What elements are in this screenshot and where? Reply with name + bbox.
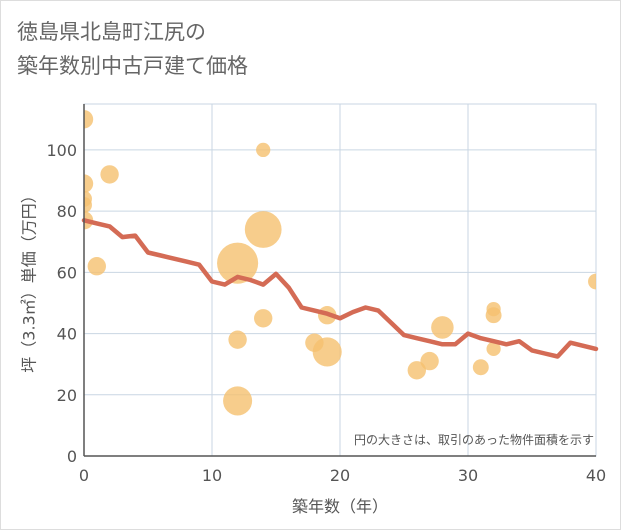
bubble-point-10	[256, 142, 271, 158]
x-tick-label-40: 40	[586, 466, 606, 485]
bubble-point-3	[84, 197, 92, 213]
average-line-series	[81, 218, 599, 359]
x-tick-label-30: 30	[458, 466, 478, 485]
chart-title-line1: 徳島県北島町江尻の	[17, 20, 206, 44]
bubble-point-5	[87, 257, 106, 276]
y-tick-label-20: 20	[57, 386, 77, 405]
x-tick-label-10: 10	[202, 466, 222, 485]
axes: 0 10 20 30 40 0 20 40 60 80 100	[46, 104, 606, 485]
bubble-point-0	[84, 110, 94, 129]
bubble-point-13	[305, 333, 324, 352]
y-axis-label: 坪（3.3㎡）単価（万円）	[20, 187, 39, 372]
bubble-point-19	[472, 359, 489, 376]
y-tick-label-0: 0	[67, 447, 77, 466]
x-tick-label-20: 20	[330, 466, 350, 485]
bubble-size-note: 円の大きさは、取引のあった物件面積を示す	[354, 432, 594, 447]
bubble-point-20	[486, 301, 501, 317]
bubble-point-11	[244, 211, 282, 248]
bubble-point-8	[228, 330, 247, 349]
average-line	[81, 218, 599, 359]
y-tick-label-80: 80	[57, 202, 77, 221]
y-tick-label-60: 60	[57, 263, 77, 282]
bubble-point-18	[431, 316, 454, 339]
bubble-point-16	[407, 361, 426, 380]
bubble-point-9	[223, 386, 253, 416]
bubble-series	[84, 110, 596, 416]
y-tick-label-40: 40	[57, 325, 77, 344]
grid	[83, 103, 597, 457]
bubble-point-12	[254, 309, 273, 328]
bubble-point-22	[486, 341, 501, 356]
bubble-point-23	[588, 273, 596, 290]
chart-title-line2: 築年数別中古戸建て価格	[17, 54, 248, 78]
x-axis-label: 築年数（年）	[292, 497, 388, 516]
bubble-point-6	[100, 165, 119, 184]
bubble-point-7	[217, 242, 259, 284]
y-tick-label-100: 100	[46, 141, 77, 160]
chart-title: 徳島県北島町江尻の 築年数別中古戸建て価格	[17, 15, 248, 83]
bubble-point-17	[420, 351, 439, 371]
bubble-point-1	[84, 174, 94, 193]
x-tick-label-0: 0	[79, 466, 89, 485]
